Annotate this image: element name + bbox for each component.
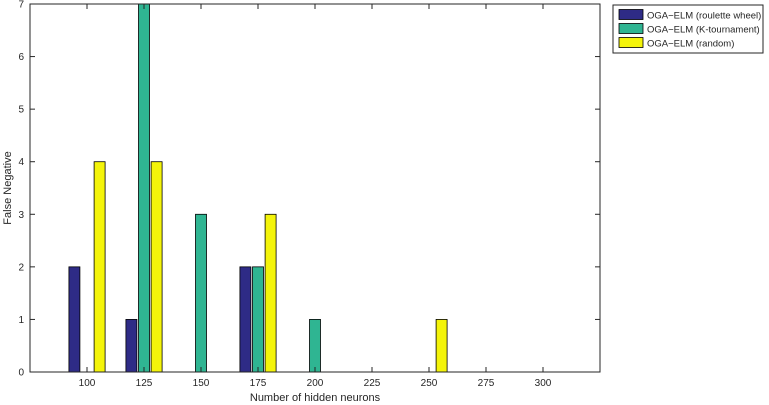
legend-swatch-3 — [618, 37, 644, 48]
bar-1-125 — [125, 319, 138, 373]
y-tick-label: 2 — [18, 262, 24, 273]
bar-2-125 — [138, 3, 150, 373]
y-axis-label: False Negative — [2, 151, 14, 224]
bar-3-100 — [93, 161, 106, 373]
y-tick-label: 3 — [18, 210, 24, 221]
bar-3-125 — [150, 161, 163, 373]
bars-group — [68, 3, 448, 373]
legend-label-1: OGA−ELM (roulette wheel) — [647, 11, 761, 22]
x-tick-label: 150 — [193, 378, 210, 389]
x-tick-label: 225 — [364, 378, 381, 389]
bar-2-175 — [252, 266, 264, 373]
bar-1-100 — [68, 266, 81, 373]
bar-1-175 — [239, 266, 252, 373]
bar-3-175 — [264, 213, 277, 373]
x-tick-label: 175 — [250, 378, 267, 389]
legend-swatch-2 — [618, 23, 644, 34]
x-tick-label: 300 — [535, 378, 552, 389]
y-tick-label: 4 — [18, 157, 24, 168]
bar-2-200 — [309, 319, 321, 373]
x-axis-ticks: 100 125 150 175 200 225 250 275 300 — [79, 4, 552, 389]
x-tick-label: 125 — [136, 378, 153, 389]
x-tick-label: 200 — [307, 378, 324, 389]
y-tick-label: 5 — [18, 105, 24, 116]
y-tick-label: 7 — [18, 0, 24, 11]
x-tick-label: 100 — [79, 378, 96, 389]
y-tick-label: 6 — [18, 52, 24, 63]
y-axis-ticks: 0 1 2 3 4 5 6 7 — [18, 0, 600, 379]
bar-3-250 — [435, 319, 448, 373]
y-tick-label: 0 — [18, 368, 24, 379]
legend-label-2: OGA−ELM (K-tournament) — [647, 25, 760, 36]
plot-area-frame — [29, 3, 601, 373]
x-axis-label: Number of hidden neurons — [250, 392, 381, 404]
y-tick-label: 1 — [18, 315, 24, 326]
legend-label-3: OGA−ELM (random) — [647, 39, 734, 50]
bar-2-150 — [195, 213, 207, 373]
legend: OGA−ELM (roulette wheel) OGA−ELM (K-tourn… — [612, 4, 764, 54]
x-tick-label: 250 — [421, 378, 438, 389]
x-tick-label: 275 — [478, 378, 495, 389]
legend-swatch-1 — [618, 9, 644, 20]
